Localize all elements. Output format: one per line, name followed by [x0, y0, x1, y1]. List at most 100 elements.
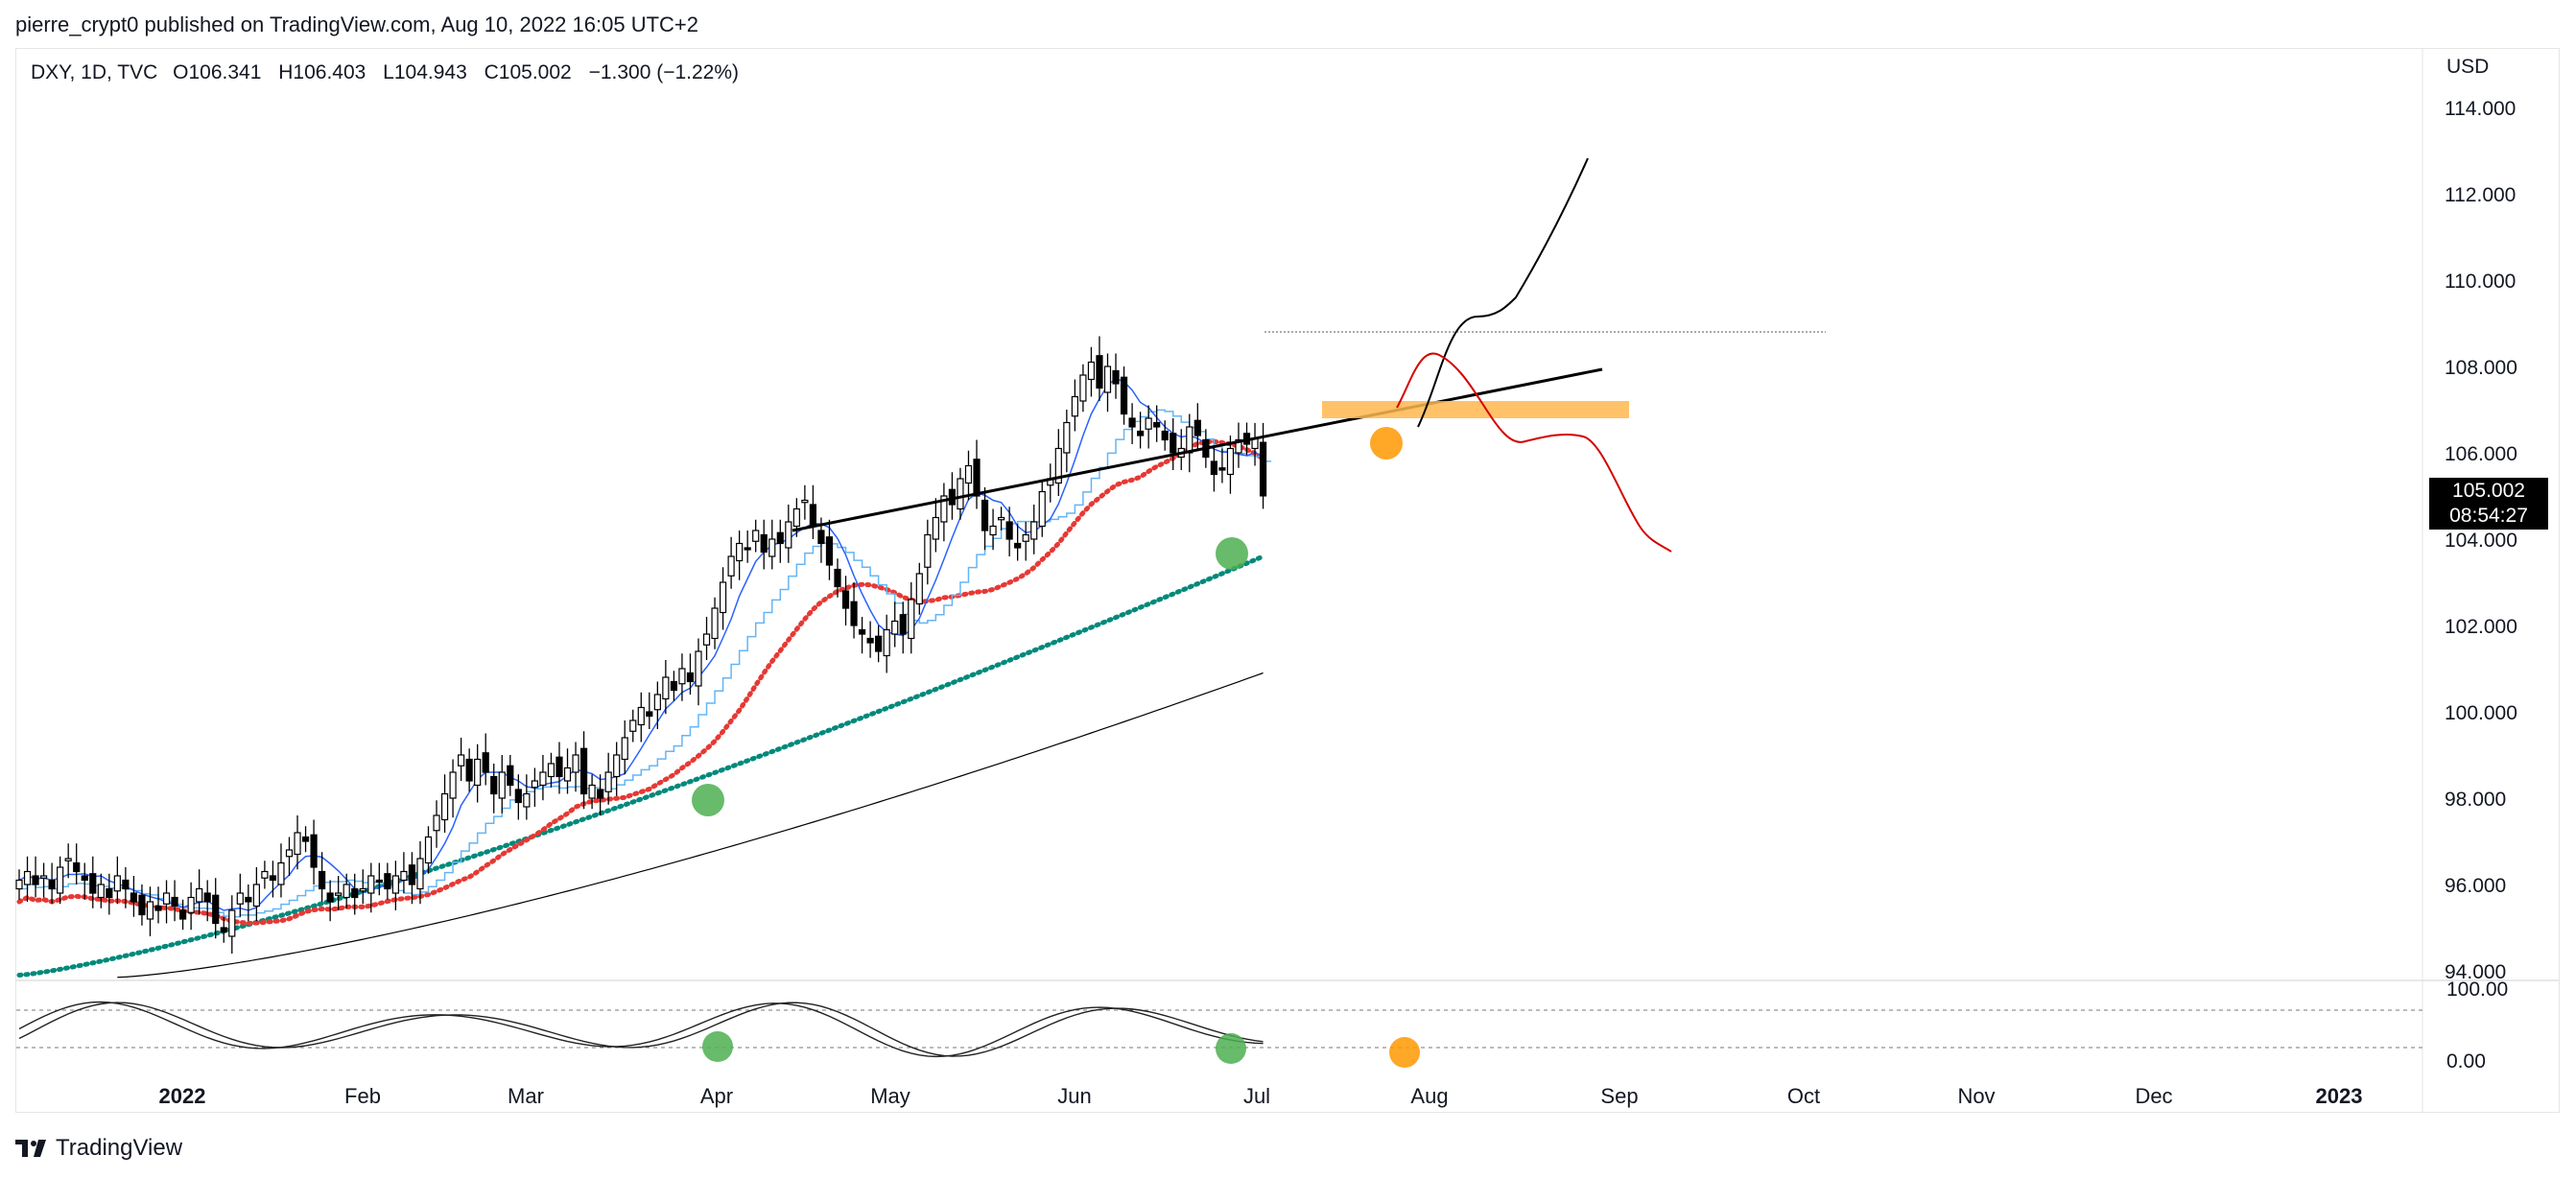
candle: [81, 875, 88, 882]
candle: [171, 896, 178, 908]
candle: [1087, 361, 1096, 381]
low-value: 104.943: [393, 61, 467, 83]
candle: [646, 711, 653, 718]
open-label: O: [173, 61, 189, 83]
candle: [785, 521, 792, 549]
candle: [1128, 417, 1136, 428]
candle: [555, 756, 563, 778]
candle: [1096, 355, 1103, 389]
candle: [294, 832, 301, 856]
candle: [792, 507, 800, 528]
y-tick-label: 112.000: [2445, 184, 2516, 206]
candle: [686, 672, 695, 683]
x-tick-label: Sep: [1600, 1084, 1638, 1108]
y-tick-label: 100.000: [2445, 702, 2517, 724]
candle: [162, 892, 171, 905]
y-tick-label: 114.000: [2445, 98, 2516, 120]
candle: [678, 668, 686, 685]
candle: [335, 892, 343, 896]
candle: [883, 628, 890, 657]
footer-brand[interactable]: TradingView: [15, 1135, 182, 1162]
candle: [416, 858, 424, 890]
candle: [523, 792, 531, 808]
candle: [825, 536, 834, 566]
candle: [899, 614, 907, 635]
osc-tick-label: 0.00: [2446, 1050, 2486, 1073]
candle: [744, 547, 751, 551]
y-tick-label: 98.000: [2445, 789, 2506, 811]
publisher-line: pierre_crypt0 published on TradingView.c…: [15, 12, 698, 36]
candle: [621, 737, 628, 761]
candle: [130, 892, 138, 903]
ma-lightblue-step: [19, 409, 1272, 918]
candle: [1103, 365, 1112, 393]
marker-green: [1216, 537, 1248, 570]
candle: [866, 637, 874, 644]
candle: [73, 861, 81, 873]
candle: [261, 870, 269, 879]
chart-frame: [15, 48, 2560, 1113]
candle: [179, 909, 187, 920]
candle: [187, 896, 195, 913]
candle: [458, 754, 465, 766]
candle: [670, 680, 678, 692]
y-tick-label: 106.000: [2445, 443, 2517, 465]
candle: [858, 628, 866, 635]
candle: [850, 601, 858, 626]
candle: [760, 533, 768, 554]
last-price-value: 105.002: [2452, 480, 2525, 502]
close-label: C: [484, 61, 499, 83]
osc-marker-green: [1216, 1033, 1246, 1064]
candle: [1161, 430, 1169, 441]
ma-red-dotted: [16, 438, 1266, 927]
candle: [579, 747, 588, 795]
candle: [1218, 467, 1226, 471]
open-value: 106.341: [188, 61, 262, 83]
candle: [106, 887, 113, 899]
candle: [89, 873, 97, 894]
candle: [932, 516, 939, 540]
candle: [1170, 433, 1177, 454]
x-tick-label: May: [870, 1084, 910, 1108]
marker-orange: [1370, 427, 1403, 460]
candle: [964, 464, 973, 484]
candle: [924, 533, 932, 568]
y-tick-label: 94.000: [2445, 961, 2506, 983]
osc-tick-label: 100.00: [2446, 979, 2508, 1001]
candle: [1186, 426, 1193, 454]
candle: [875, 635, 883, 652]
x-tick-label: Jun: [1057, 1084, 1091, 1108]
candle: [547, 763, 555, 778]
candle: [498, 771, 506, 799]
candle: [367, 875, 375, 894]
candle: [653, 694, 661, 711]
symbol-label[interactable]: DXY, 1D, TVC: [31, 61, 158, 83]
candle: [196, 887, 203, 903]
close-value: 105.002: [498, 61, 572, 83]
candle: [482, 752, 489, 773]
brand-label: TradingView: [56, 1135, 183, 1161]
osc-marker-orange: [1389, 1037, 1420, 1068]
candle: [48, 879, 56, 890]
currency-label[interactable]: USD: [2446, 56, 2490, 78]
candle: [507, 765, 514, 787]
candle: [637, 706, 645, 726]
x-tick-label: 2023: [2316, 1084, 2363, 1108]
candle: [391, 875, 399, 894]
candle: [563, 766, 572, 782]
osc-d-line: [18, 1002, 1264, 1057]
candle: [1071, 395, 1078, 417]
candle: [711, 607, 719, 640]
bar-countdown: 08:54:27: [2449, 505, 2528, 527]
candle: [1054, 447, 1062, 484]
change-value: −1.300 (−1.22%): [588, 61, 740, 83]
candle: [727, 555, 735, 577]
x-tick-label: Nov: [1957, 1084, 1995, 1108]
candle: [588, 784, 596, 799]
candle: [1235, 438, 1242, 454]
candle: [801, 499, 809, 504]
trendline: [792, 367, 1603, 532]
candle: [424, 836, 433, 864]
candle: [32, 875, 39, 885]
